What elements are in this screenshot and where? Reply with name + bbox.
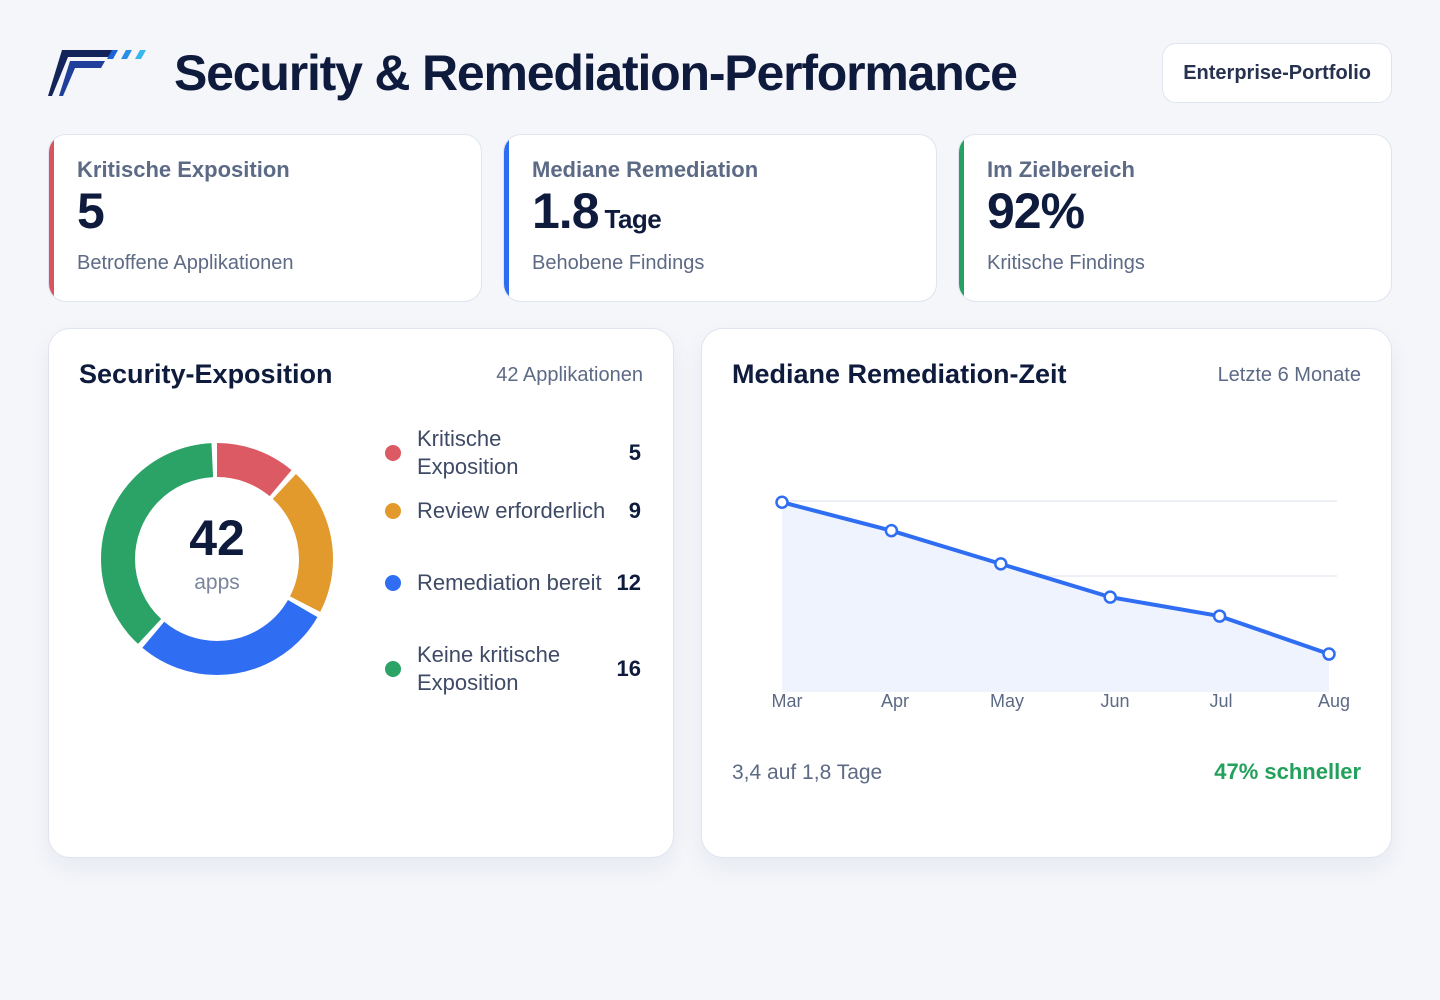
- page-header: Security & Remediation-Performance Enter…: [48, 40, 1392, 106]
- kpi-value: 92%: [987, 185, 1365, 238]
- exposure-donut-chart: [101, 443, 333, 675]
- legend-item-remediation-ready: Remediation bereit 12: [385, 569, 641, 597]
- portfolio-selector-button[interactable]: Enterprise-Portfolio: [1162, 43, 1392, 103]
- x-tick-label: Mar: [771, 691, 803, 711]
- card-title: Mediane Remediation-Zeit: [732, 359, 1067, 389]
- donut-center-unit: apps: [194, 571, 240, 594]
- legend-value: 16: [616, 656, 641, 681]
- kpi-label: Kritische Exposition: [77, 157, 290, 182]
- donut-segment: [101, 443, 333, 675]
- legend-value: 12: [616, 570, 641, 595]
- remediation-summary: 3,4 auf 1,8 Tage: [732, 761, 883, 784]
- remediation-line-chart: [775, 495, 1337, 692]
- security-exposure-card: Security-Exposition 42 Applikationen 42 …: [48, 328, 674, 858]
- improvement-badge: 47% schneller: [1214, 759, 1361, 784]
- card-meta: Letzte 6 Monate: [1217, 364, 1361, 386]
- kpi-card-target-range: Im Zielbereich 92% Kritische Findings: [958, 134, 1392, 302]
- kpi-subtitle: Behobene Findings: [532, 251, 705, 274]
- x-tick-label: Jun: [1100, 691, 1130, 711]
- legend-dot: [385, 575, 401, 591]
- data-point: [884, 523, 899, 538]
- series-line: [780, 500, 1331, 657]
- x-tick-label: May: [989, 691, 1025, 711]
- data-point: [1322, 647, 1336, 661]
- kpi-accent-bar: [504, 135, 509, 301]
- x-tick-label: Aug: [1317, 691, 1351, 711]
- kpi-number: 5: [77, 183, 105, 239]
- legend-label: Review erforderlich: [417, 498, 606, 523]
- kpi-subtitle: Betroffene Applikationen: [77, 251, 294, 274]
- data-point: [1103, 590, 1117, 604]
- legend-item-no-critical: Keine kritische Exposition 16: [385, 641, 641, 697]
- data-point: [1212, 609, 1227, 623]
- kpi-label: Mediane Remediation: [532, 157, 759, 182]
- donut-segment: [101, 443, 333, 675]
- legend-dot: [385, 503, 401, 519]
- data-point: [775, 495, 789, 509]
- kpi-card-critical-exposure: Kritische Exposition 5 Betroffene Applik…: [48, 134, 482, 302]
- legend-dot: [385, 445, 401, 461]
- legend-value: 5: [628, 440, 641, 465]
- kpi-number: 92%: [987, 183, 1085, 239]
- kpi-card-median-remediation: Mediane Remediation 1.8 Tage Behobene Fin…: [503, 134, 937, 302]
- donut-center-value: 42: [189, 510, 245, 566]
- donut-segment: [101, 443, 333, 675]
- x-tick-label: Apr: [880, 691, 910, 711]
- kpi-label: Im Zielbereich: [987, 157, 1135, 182]
- legend-value: 9: [628, 498, 641, 523]
- data-point: [994, 557, 1008, 571]
- area-fill: [782, 502, 1329, 692]
- x-tick-label: Jul: [1209, 691, 1233, 711]
- card-title: Security-Exposition: [79, 359, 333, 389]
- legend-item-review: Review erforderlich 9: [385, 497, 641, 525]
- page-title: Security & Remediation-Performance: [174, 45, 1018, 101]
- kpi-unit: Tage: [604, 204, 662, 234]
- donut-segment: [101, 443, 333, 675]
- kpi-accent-bar: [959, 135, 964, 301]
- kpi-accent-bar: [49, 135, 54, 301]
- kpi-subtitle: Kritische Findings: [987, 251, 1145, 274]
- legend-item-critical: Kritische Exposition 5: [385, 425, 641, 481]
- card-meta: 42 Applikationen: [496, 364, 643, 386]
- legend-dot: [385, 661, 401, 677]
- company-logo-icon: [48, 50, 146, 96]
- legend-label: Keine kritische Exposition: [417, 642, 561, 695]
- kpi-number: 1.8: [532, 183, 600, 239]
- legend-label: Remediation bereit: [417, 570, 602, 595]
- kpi-value: 1.8 Tage: [532, 185, 910, 238]
- remediation-time-card: Mediane Remediation-Zeit Letzte 6 Monate…: [701, 328, 1392, 858]
- legend-label: Kritische Exposition: [417, 426, 519, 479]
- kpi-value: 5: [77, 185, 455, 238]
